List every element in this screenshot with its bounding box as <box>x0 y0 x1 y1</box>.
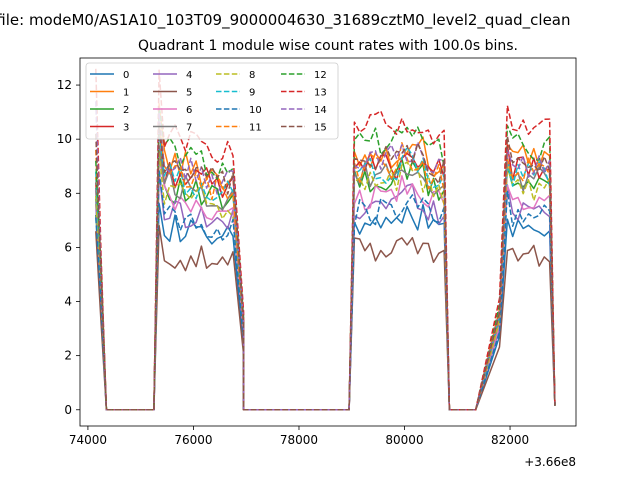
x-tick-label: 82000 <box>491 433 529 447</box>
legend-label-11: 11 <box>249 123 262 134</box>
x-tick-label: 78000 <box>280 433 318 447</box>
legend-label-0: 0 <box>123 70 129 81</box>
y-tick-label: 4 <box>64 295 72 309</box>
chart-title: Quadrant 1 module wise count rates with … <box>138 38 518 54</box>
y-tick-label: 6 <box>64 240 72 254</box>
series-line-5 <box>95 224 556 411</box>
y-tick-label: 8 <box>64 186 72 200</box>
x-axis: 74000 76000 78000 80000 82000 <box>69 426 529 447</box>
plot-area <box>95 68 556 411</box>
legend-label-6: 6 <box>186 105 192 116</box>
series-line-14 <box>95 101 556 411</box>
y-tick-label: 10 <box>57 132 72 146</box>
legend-label-8: 8 <box>249 70 255 81</box>
y-tick-label: 12 <box>57 78 72 92</box>
series-line-0 <box>95 198 556 411</box>
series-line-13 <box>95 68 556 411</box>
legend-box <box>85 62 339 140</box>
legend-label-10: 10 <box>249 105 262 116</box>
plot-frame <box>79 57 577 427</box>
legend-label-12: 12 <box>314 70 327 81</box>
x-offset-label: +3.66e8 <box>524 455 576 469</box>
y-tick-label: 2 <box>64 349 72 363</box>
legend-label-15: 15 <box>314 123 327 134</box>
legend-label-7: 7 <box>186 123 192 134</box>
legend-label-4: 4 <box>186 70 192 81</box>
legend-label-3: 3 <box>123 123 129 134</box>
legend-label-5: 5 <box>186 88 192 99</box>
series-line-4 <box>95 172 556 411</box>
legend-label-13: 13 <box>314 88 327 99</box>
y-tick-label: 0 <box>64 403 72 417</box>
x-tick-label: 76000 <box>174 433 212 447</box>
y-axis: 0 2 4 6 8 10 12 <box>57 78 80 417</box>
legend-label-2: 2 <box>123 105 129 116</box>
x-tick-label: 80000 <box>385 433 423 447</box>
legend-label-1: 1 <box>123 88 129 99</box>
series-line-15 <box>95 122 556 411</box>
legend-label-14: 14 <box>314 105 327 116</box>
series-line-9 <box>95 130 556 411</box>
series-line-10 <box>95 168 556 411</box>
series-line-12 <box>95 106 556 411</box>
x-tick-label: 74000 <box>69 433 107 447</box>
figure-title: n file: modeM0/AS1A10_103T09_9000004630_… <box>0 11 571 30</box>
legend-label-9: 9 <box>249 88 255 99</box>
series-line-8 <box>95 150 556 411</box>
